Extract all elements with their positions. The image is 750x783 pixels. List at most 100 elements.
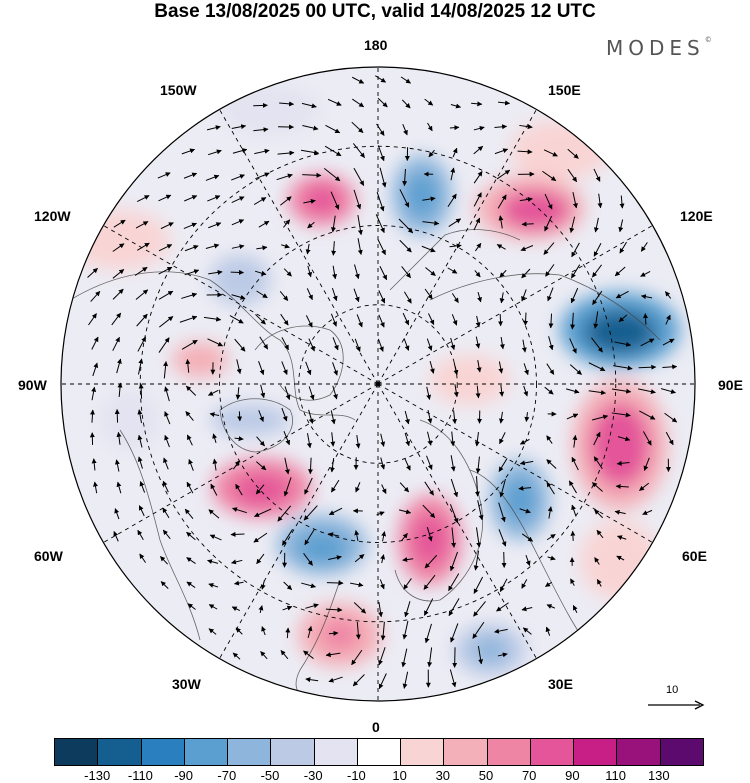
wind-vector [404, 432, 411, 447]
wind-vector [546, 435, 553, 444]
wind-vector [523, 363, 529, 376]
wind-vector [283, 581, 293, 591]
wind-vector [325, 607, 343, 613]
anomaly-region [70, 210, 170, 270]
wind-vector [497, 194, 507, 209]
label-120e: 120E [680, 208, 713, 224]
wind-vector [547, 555, 556, 561]
colorbar-swatch [530, 739, 575, 765]
wind-vector [136, 195, 150, 203]
wind-vector [544, 215, 553, 232]
wind-vector [449, 669, 457, 688]
wind-vector [350, 582, 364, 588]
wind-vector [494, 148, 509, 155]
wind-vector [91, 458, 97, 471]
wind-vector [160, 222, 174, 230]
wind-vector [597, 193, 603, 209]
wind-vector [233, 580, 244, 586]
wind-vector [593, 311, 599, 329]
wind-vector [208, 222, 222, 229]
wind-vector [237, 411, 243, 422]
anomaly-region [320, 619, 360, 651]
wind-vector [380, 621, 386, 641]
wind-vector [422, 504, 436, 518]
wind-vector [354, 338, 361, 352]
wind-vector [380, 457, 386, 470]
wind-vector [403, 338, 410, 351]
wind-vector [357, 238, 363, 256]
wind-vector [619, 241, 627, 254]
wind-vector [158, 290, 174, 300]
wind-vector [331, 241, 337, 256]
anomaly-region [100, 390, 160, 450]
anomaly-region [504, 478, 536, 522]
wind-vector [402, 620, 409, 640]
wind-vector [253, 102, 268, 108]
wind-vector [426, 526, 433, 542]
wind-vector [449, 504, 459, 524]
wind-vector [231, 559, 243, 565]
wind-vector [137, 434, 143, 448]
wind-vector [188, 458, 194, 471]
anomaly-region [430, 355, 510, 405]
wind-vector [330, 215, 336, 233]
anomaly-region [412, 515, 448, 565]
wind-vector [279, 101, 295, 107]
wind-vector [351, 121, 364, 133]
label-90e: 90E [718, 377, 743, 393]
wind-vector [546, 533, 556, 541]
wind-vector [276, 173, 293, 181]
wind-vector [158, 337, 170, 353]
wind-vector [543, 242, 555, 255]
wind-vector [642, 431, 652, 446]
wind-vector [307, 625, 313, 639]
wind-vector [185, 358, 191, 373]
wind-vector [520, 245, 534, 252]
wind-vector [207, 338, 224, 347]
wind-vector [593, 168, 601, 182]
wind-vector [138, 505, 145, 517]
wind-vector [136, 313, 148, 327]
wind-vector [164, 386, 170, 402]
wind-vector [498, 215, 504, 229]
wind-vector [164, 411, 171, 425]
wind-vector [253, 127, 269, 133]
wind-vector [475, 315, 481, 328]
wind-vector [330, 410, 336, 425]
meridian-line [377, 109, 537, 385]
wind-vector [304, 529, 315, 546]
wind-vector [523, 385, 529, 397]
wind-vector [521, 533, 534, 542]
wind-vector [616, 555, 625, 561]
wind-vector [566, 413, 579, 420]
wind-vector [258, 410, 264, 423]
wind-vector [379, 167, 387, 188]
wind-vector [448, 218, 462, 227]
wind-vector [398, 218, 414, 234]
wind-vector [308, 386, 315, 401]
wind-vector [429, 360, 435, 374]
colorbar-swatch [487, 739, 531, 765]
anomaly-region [406, 173, 438, 217]
wind-vector [640, 270, 651, 277]
wind-vector [378, 601, 384, 618]
wind-vector [328, 507, 343, 516]
wind-vector [281, 361, 288, 375]
wind-vector [594, 557, 600, 565]
wind-vector [330, 479, 340, 493]
wind-vector [475, 336, 481, 349]
wind-vector [401, 648, 408, 668]
wind-vector [186, 481, 194, 494]
wind-vector [307, 221, 315, 229]
wind-vector [499, 478, 506, 498]
wind-vector [543, 149, 558, 157]
wind-vector [210, 483, 218, 496]
wind-vector [355, 621, 361, 640]
wind-vector [116, 431, 122, 445]
wind-vector [615, 483, 629, 489]
wind-vector [306, 433, 312, 449]
wind-vector [614, 266, 626, 277]
wind-vector [304, 477, 313, 495]
wind-vector [380, 433, 386, 447]
wind-vector [569, 216, 576, 234]
